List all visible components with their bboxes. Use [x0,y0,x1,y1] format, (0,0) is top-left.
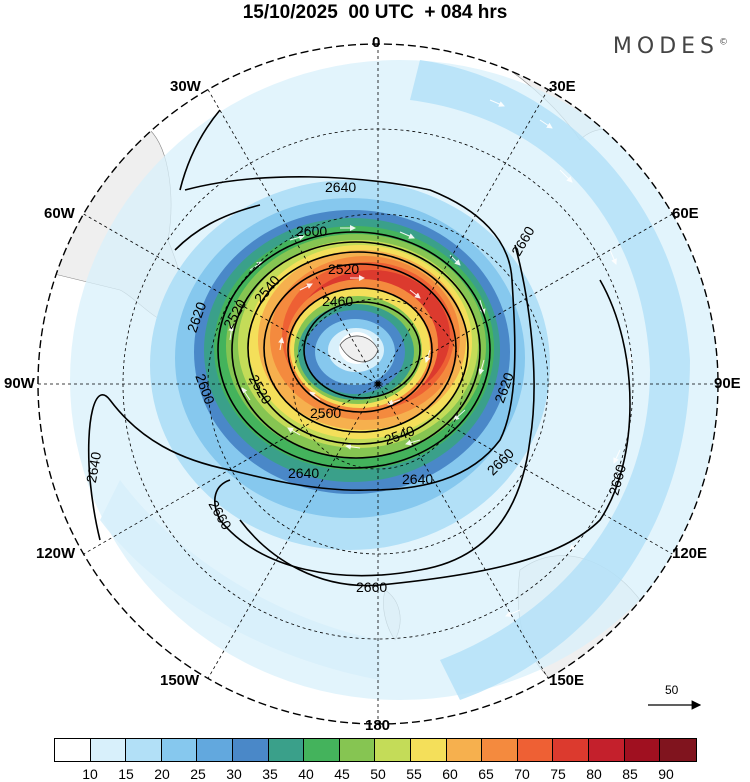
colorbar-swatch [126,739,162,761]
colorbar-swatch [482,739,518,761]
colorbar-tick-label: 35 [262,766,278,782]
wind-vectors [228,99,633,617]
colorbar-tick-label: 10 [82,766,98,782]
colorbar-swatch [197,739,233,761]
brand-copyright: © [719,37,728,48]
colorbar-swatch [304,739,340,761]
lon-label-60w: 60W [44,205,75,222]
contour-label: 2460 [322,293,353,309]
lon-label-180: 180 [365,717,391,734]
colorbar-tick-label: 70 [514,766,530,782]
contour-label: 2500 [310,405,341,421]
pole-marker-icon [375,381,381,387]
colorbar-swatch [553,739,589,761]
map-title: 15/10/2025 00 UTC + 084 hrs [242,2,508,23]
colorbar-tick-label: 60 [442,766,458,782]
contour-label: 2520 [328,261,359,277]
contour-label: 2640 [402,471,433,487]
colorbar-swatch [660,739,696,761]
colorbar-swatch [588,739,625,761]
colorbar-swatch [410,739,447,761]
colorbar-tick-label: 20 [154,766,170,782]
contour-label: 2660 [356,579,387,595]
colorbar-swatch [90,739,127,761]
colorbar-tick-label: 40 [298,766,314,782]
lon-label-120e: 120E [672,545,708,562]
colorbar-swatch [375,739,411,761]
brand-logo: MODES© [613,34,728,59]
colorbar-swatch [268,739,305,761]
brand-name: MODES [612,34,719,59]
colorbar-tick-label: 25 [190,766,206,782]
contour-label: 2600 [296,223,327,239]
colorbar-tick-label: 85 [622,766,638,782]
colorbar-tick-label: 80 [586,766,602,782]
colorbar-tick-label: 45 [334,766,350,782]
colorbar-tick-label: 75 [550,766,566,782]
colorbar-tick-label: 50 [370,766,386,782]
lon-label-30e: 30E [549,78,576,95]
colorbar-tick-label: 55 [406,766,422,782]
lon-label-30w: 30W [170,78,201,95]
colorbar-swatch [161,739,198,761]
colorbar-swatch [232,739,269,761]
lon-label-0: 0 [372,34,381,51]
lon-label-90w: 90W [4,375,35,392]
lon-label-60e: 60E [672,205,699,222]
lon-label-150e: 150E [549,672,585,689]
colorbar-swatch [624,739,661,761]
contour-label: 2660 [605,462,629,496]
map-boundary [37,43,719,725]
colorbar-tick-label: 90 [658,766,674,782]
contour-label: 2640 [325,179,356,195]
lon-label-150w: 150W [160,672,200,689]
graticule [38,44,718,724]
outer-jet-band [410,60,690,700]
reference-vector-label: 50 [665,683,679,697]
colorbar-swatch [339,739,376,761]
lon-label-90e: 90E [714,375,741,392]
contour-label: 2640 [288,465,319,481]
colorbar [54,738,697,762]
colorbar-tick-label: 65 [478,766,494,782]
colorbar-tick-label: 15 [118,766,134,782]
colorbar-swatch [517,739,554,761]
colorbar-swatch [55,739,91,761]
contour-label: 2640 [83,450,104,484]
lon-label-120w: 120W [36,545,76,562]
height-contours [87,109,631,587]
colorbar-tick-label: 30 [226,766,242,782]
colorbar-swatch [446,739,483,761]
